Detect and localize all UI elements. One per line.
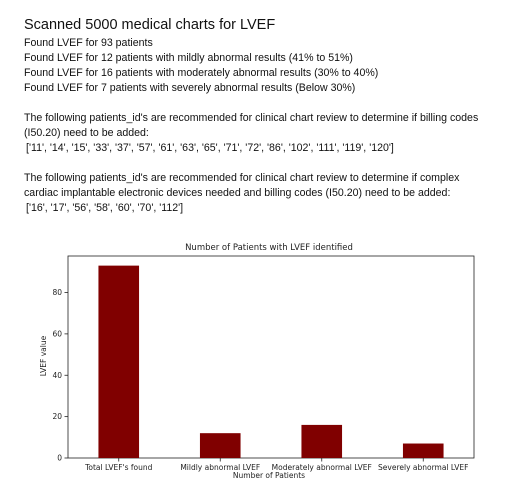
- device-review-ids: ['16', '17', '56', '58', '60', '70', '11…: [26, 202, 184, 214]
- y-tick-label-2: 40: [52, 371, 62, 380]
- y-tick-label-0: 0: [57, 454, 62, 463]
- device-review-text: The following patients_id's are recommen…: [24, 172, 460, 199]
- y-tick-label-4: 80: [52, 288, 62, 297]
- plot-area: 0 20 40 60 80 Total LVEF's found Mildly abnorm…: [52, 255, 475, 472]
- x-tick-label-0: Total LVEF's found: [84, 463, 153, 472]
- x-tick-label-1: Mildly abnormal LVEF: [180, 463, 260, 472]
- report-title: Scanned 5000 medical charts for LVEF: [24, 17, 276, 33]
- y-axis-label: LVEF value: [39, 335, 48, 376]
- plot-frame: [67, 255, 475, 459]
- summary-total: Found LVEF for 93 patients: [24, 37, 153, 49]
- x-tick-label-3: Severely abnormal LVEF: [378, 463, 468, 472]
- summary-moderate: Found LVEF for 16 patients with moderate…: [24, 67, 379, 79]
- bar-3: [402, 443, 444, 458]
- bar-2: [301, 424, 343, 458]
- bar-0: [98, 265, 140, 458]
- lvef-bar-chart: Number of Patients with LVEF identified …: [39, 243, 475, 480]
- billing-review-text: The following patients_id's are recommen…: [24, 112, 479, 139]
- summary-severe: Found LVEF for 7 patients with severely …: [24, 82, 356, 94]
- billing-review-ids: ['11', '14', '15', '33', '37', '57', '61…: [26, 142, 394, 154]
- y-tick-label-3: 60: [52, 329, 62, 338]
- chart-title: Number of Patients with LVEF identified: [185, 243, 353, 253]
- x-tick-label-2: Moderately abnormal LVEF: [272, 463, 372, 472]
- y-tick-label-1: 20: [52, 412, 62, 421]
- report-text: Scanned 5000 medical charts for LVEF Fou…: [24, 16, 504, 216]
- bar-1: [199, 433, 241, 458]
- summary-mild: Found LVEF for 12 patients with mildly a…: [24, 52, 353, 64]
- x-axis-label: Number of Patients: [233, 471, 305, 480]
